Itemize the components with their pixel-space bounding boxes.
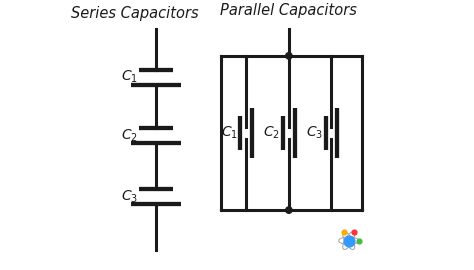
Text: $C_2$: $C_2$ [121, 127, 138, 144]
Circle shape [286, 207, 292, 213]
Text: $C_3$: $C_3$ [121, 189, 138, 205]
Text: $C_1$: $C_1$ [121, 69, 138, 85]
Text: $C_3$: $C_3$ [306, 125, 323, 141]
Circle shape [286, 53, 292, 59]
Text: Parallel Capacitors: Parallel Capacitors [220, 3, 357, 18]
Text: $C_1$: $C_1$ [220, 125, 237, 141]
Text: Series Capacitors: Series Capacitors [71, 6, 199, 21]
Text: $C_2$: $C_2$ [263, 125, 280, 141]
